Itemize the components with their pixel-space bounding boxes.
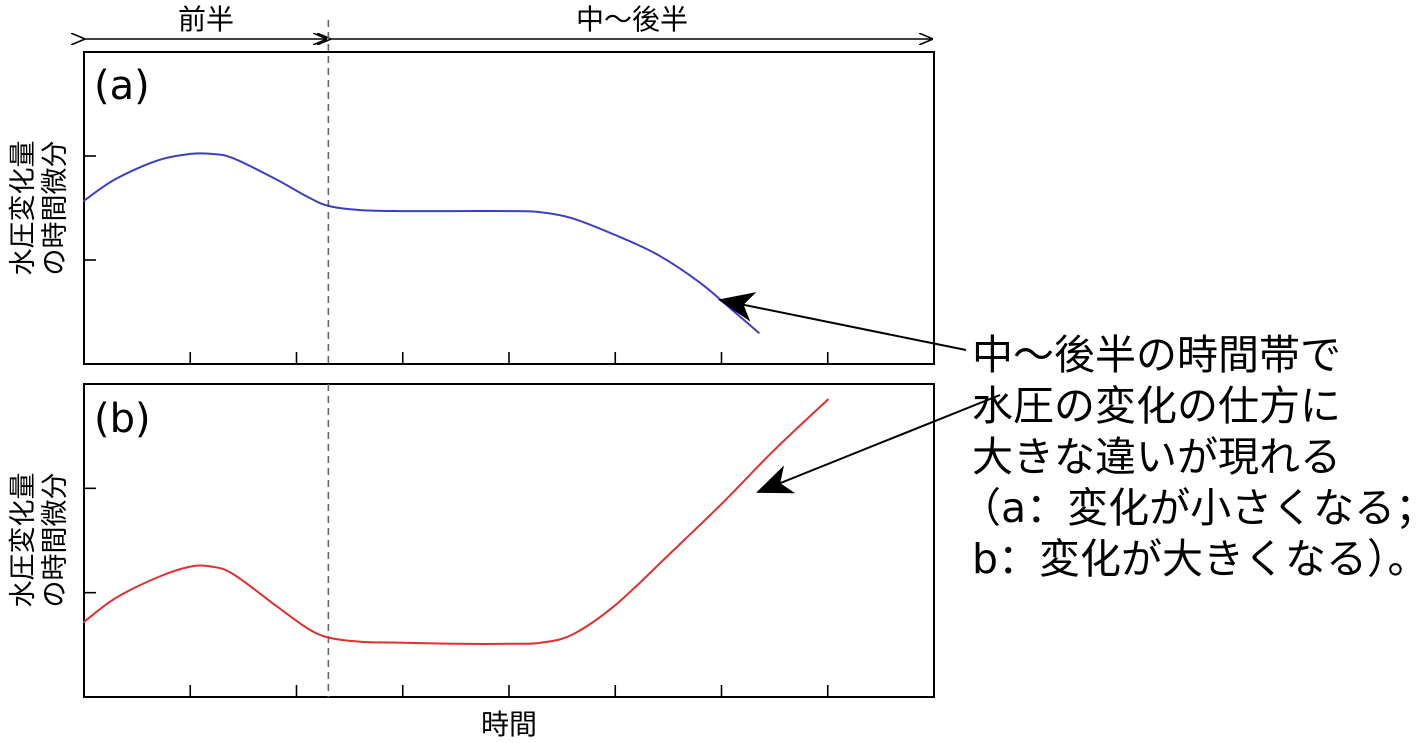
panel-b-ylabel-line1: 水圧変化量 (8, 473, 39, 608)
panel-a-series-line-1 (83, 152, 760, 334)
panel-a: (a) 水圧変化量 の時間微分 (8, 20, 935, 365)
phase-indicators: 前半 中〜後半 (84, 3, 932, 39)
annotation: 中〜後半の時間帯で 水圧の変化の仕方に 大きな違いが現れる （a：変化が小さくな… (718, 292, 1424, 583)
annotation-arrow-a (718, 292, 967, 351)
annotation-line-5: b：変化が大きくなる）。 (972, 535, 1424, 583)
panel-b-frame (83, 383, 935, 698)
phase-early-label: 前半 (178, 3, 234, 36)
annotation-line-4: （a：変化が小さくなる； (960, 484, 1424, 532)
panel-a-ylabel-line2: の時間微分 (40, 141, 71, 276)
panel-a-label: (a) (94, 63, 150, 109)
annotation-line-1: 中〜後半の時間帯で (972, 331, 1341, 379)
panel-b-label: (b) (94, 396, 151, 442)
annotation-line-2: 水圧の変化の仕方に (972, 382, 1341, 430)
annotation-arrow-b (756, 394, 1001, 494)
phase-late-label: 中〜後半 (576, 3, 688, 36)
x-axis-label: 時間 (481, 708, 537, 741)
panel-b: (b) 水圧変化量 の時間微分 (8, 383, 935, 698)
annotation-line-3: 大きな違いが現れる (972, 433, 1341, 481)
panel-b-series-line-1 (83, 398, 829, 645)
panel-b-ylabel-line2: の時間微分 (40, 473, 71, 608)
panel-a-ylabel-line1: 水圧変化量 (8, 141, 39, 276)
